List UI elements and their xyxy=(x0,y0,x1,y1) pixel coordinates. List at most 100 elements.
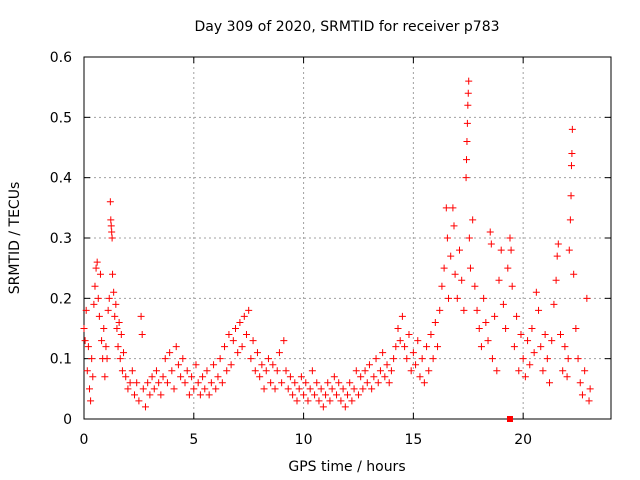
data-point xyxy=(118,367,126,375)
data-point xyxy=(337,397,345,405)
data-point xyxy=(427,331,435,339)
data-point xyxy=(383,361,391,369)
data-point xyxy=(98,337,106,345)
data-point xyxy=(431,318,439,326)
data-point xyxy=(133,379,141,387)
data-point xyxy=(115,318,123,326)
data-point xyxy=(463,156,471,164)
data-point xyxy=(372,355,380,363)
data-point xyxy=(487,240,495,248)
data-point xyxy=(436,306,444,314)
data-point xyxy=(300,391,308,399)
data-point xyxy=(504,264,512,272)
data-point xyxy=(242,331,250,339)
data-point xyxy=(81,337,89,345)
data-point xyxy=(199,373,207,381)
data-point xyxy=(262,367,270,375)
data-point xyxy=(249,337,257,345)
data-point xyxy=(232,325,240,332)
data-point xyxy=(223,367,231,375)
data-point xyxy=(506,234,514,242)
data-point xyxy=(101,373,109,381)
y-tick-label: 0.5 xyxy=(50,110,72,126)
data-point xyxy=(95,312,103,320)
data-point xyxy=(306,385,314,393)
data-point xyxy=(425,367,433,375)
data-point xyxy=(214,373,222,381)
data-point xyxy=(519,355,527,363)
data-point xyxy=(267,379,275,387)
y-tick-label: 0.4 xyxy=(50,171,72,187)
data-point xyxy=(273,367,281,375)
data-point xyxy=(227,361,235,369)
data-point xyxy=(361,367,369,375)
data-point xyxy=(138,331,146,339)
data-point xyxy=(396,337,404,345)
data-point xyxy=(541,331,549,339)
data-point xyxy=(157,391,165,399)
data-point xyxy=(144,379,152,387)
data-point xyxy=(271,385,279,393)
data-point xyxy=(179,355,187,363)
data-point xyxy=(205,391,213,399)
data-point xyxy=(554,240,562,248)
data-point xyxy=(493,367,501,375)
data-point xyxy=(308,367,316,375)
data-point xyxy=(473,306,481,314)
data-point xyxy=(392,343,400,351)
data-point xyxy=(449,204,457,212)
data-point xyxy=(535,306,543,314)
data-point xyxy=(576,379,584,387)
data-point xyxy=(469,216,477,224)
data-point xyxy=(442,204,450,212)
data-point xyxy=(107,216,115,224)
data-point xyxy=(451,270,459,278)
data-point xyxy=(482,318,490,326)
data-point xyxy=(403,355,411,363)
data-point xyxy=(289,391,297,399)
data-point xyxy=(497,246,505,254)
data-point xyxy=(420,379,428,387)
data-point xyxy=(275,349,283,357)
data-point xyxy=(517,331,525,339)
axis-ticks: 0 0.1 0.2 0.3 0.4 0.5 0.6 0 5 10 15 20 xyxy=(50,50,611,448)
data-point xyxy=(260,385,268,393)
data-point xyxy=(405,331,413,339)
data-point xyxy=(528,325,536,332)
data-point xyxy=(161,355,169,363)
data-point xyxy=(106,198,114,206)
data-point xyxy=(418,355,426,363)
data-point xyxy=(521,373,529,381)
x-tick-label: 10 xyxy=(295,432,313,448)
data-point xyxy=(109,270,117,278)
data-point xyxy=(567,192,575,200)
data-point xyxy=(170,385,178,393)
data-point xyxy=(317,385,325,393)
data-point xyxy=(352,367,360,375)
data-point xyxy=(333,391,341,399)
data-point xyxy=(110,288,118,296)
data-point xyxy=(491,312,499,320)
data-point xyxy=(245,306,253,314)
data-point xyxy=(150,385,158,393)
data-point xyxy=(532,288,540,296)
data-point xyxy=(466,264,474,272)
data-point xyxy=(148,373,156,381)
data-point xyxy=(90,300,98,308)
data-point xyxy=(212,385,220,393)
data-point xyxy=(94,294,102,302)
data-point xyxy=(462,174,470,182)
data-point xyxy=(359,385,367,393)
data-point xyxy=(114,343,122,351)
data-point xyxy=(453,294,461,302)
data-point xyxy=(566,216,574,224)
data-point xyxy=(319,403,327,411)
data-point xyxy=(264,355,272,363)
data-point xyxy=(190,385,198,393)
data-point xyxy=(166,349,174,357)
data-point xyxy=(102,343,110,351)
x-tick-label: 20 xyxy=(514,432,532,448)
data-point xyxy=(177,373,185,381)
data-point xyxy=(475,325,483,332)
data-point xyxy=(210,361,218,369)
